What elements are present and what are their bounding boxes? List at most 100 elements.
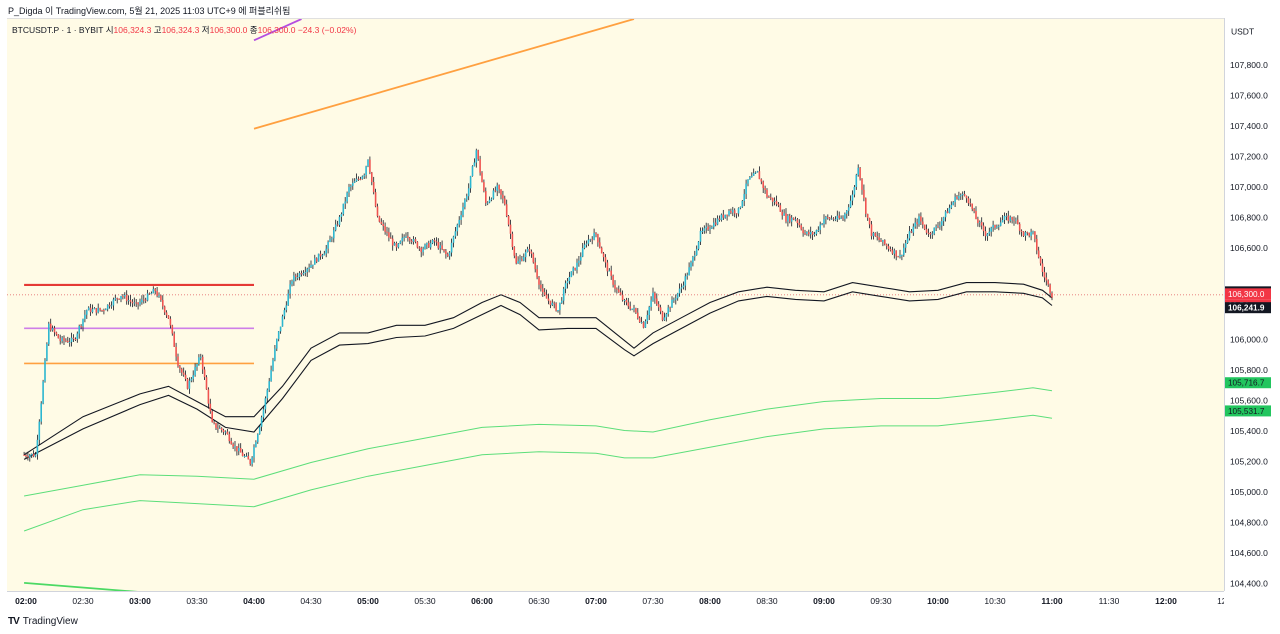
candle-body bbox=[853, 186, 856, 195]
brand-name: TradingView bbox=[22, 616, 78, 627]
candle-body bbox=[504, 198, 506, 205]
candle-body bbox=[190, 378, 193, 381]
candle-body bbox=[701, 230, 704, 232]
candle-body bbox=[388, 232, 390, 238]
candle-body bbox=[55, 332, 58, 335]
candle-body bbox=[726, 214, 728, 216]
candle-body bbox=[619, 292, 622, 295]
candle-body bbox=[982, 225, 985, 232]
candle-body bbox=[555, 303, 557, 311]
candle-body bbox=[255, 442, 257, 448]
y-tick-label: 104,800.0 bbox=[1230, 517, 1268, 527]
x-tick-label: 09:30 bbox=[870, 596, 892, 606]
y-tick-label: 107,800.0 bbox=[1230, 60, 1268, 70]
candles bbox=[23, 148, 1053, 467]
candle-body bbox=[783, 213, 785, 216]
candle-body bbox=[521, 259, 523, 261]
candle-body bbox=[181, 368, 183, 373]
candle-body bbox=[542, 288, 544, 293]
candle-body bbox=[169, 318, 172, 326]
candle-body bbox=[866, 213, 869, 219]
candle-body bbox=[426, 242, 428, 245]
candle-body bbox=[429, 243, 432, 248]
y-tick-label: 105,600.0 bbox=[1230, 396, 1268, 406]
candle-body bbox=[144, 299, 147, 301]
candle-body bbox=[137, 302, 139, 305]
candle-body bbox=[876, 236, 878, 238]
candle-body bbox=[205, 377, 208, 390]
candle-body bbox=[935, 226, 937, 228]
open-label: 시 bbox=[105, 25, 114, 35]
price-axis[interactable]: USDT 107,800.0 107,600.0 107,400.0 107,200.0… bbox=[1224, 18, 1280, 591]
candle-body bbox=[1020, 230, 1023, 232]
candle-body bbox=[675, 298, 677, 300]
candle-body bbox=[676, 293, 679, 299]
candle-body bbox=[1045, 277, 1048, 281]
candle-body bbox=[893, 250, 896, 254]
y-tick-label: 107,200.0 bbox=[1230, 152, 1268, 162]
time-axis[interactable]: 02:00 02:30 03:00 03:30 04:00 04:30 05:00 05:30… bbox=[7, 591, 1229, 610]
candle-body bbox=[374, 192, 377, 207]
candle-body bbox=[954, 196, 956, 203]
candle-body bbox=[737, 208, 740, 214]
candle-body bbox=[906, 238, 909, 244]
candle-body bbox=[152, 288, 155, 294]
candle-body bbox=[777, 204, 780, 206]
candle-body bbox=[82, 319, 84, 327]
candle-body bbox=[40, 403, 42, 422]
candle-body bbox=[1032, 231, 1034, 233]
candle-body bbox=[971, 203, 973, 210]
candle-body bbox=[505, 204, 508, 216]
candle-body bbox=[646, 315, 649, 322]
candle-body bbox=[380, 221, 383, 224]
candle-body bbox=[424, 244, 426, 249]
candle-body bbox=[469, 176, 472, 189]
x-tick-label: 05:30 bbox=[414, 596, 436, 606]
candle-body bbox=[386, 231, 388, 233]
y-tick-label: 106,600.0 bbox=[1230, 243, 1268, 253]
x-tick-label: 10:30 bbox=[984, 596, 1006, 606]
candle-body bbox=[699, 230, 702, 242]
candle-body bbox=[23, 454, 25, 456]
candle-body bbox=[678, 288, 681, 294]
candle-body bbox=[946, 211, 949, 214]
time-axis-labels: 02:00 02:30 03:00 03:30 04:00 04:30 05:00 05:30… bbox=[15, 596, 1229, 606]
candle-body bbox=[498, 185, 500, 190]
candle-body bbox=[196, 363, 198, 368]
candle-body bbox=[762, 181, 764, 189]
candle-body bbox=[728, 210, 730, 216]
candle-body bbox=[572, 267, 574, 272]
candle-body bbox=[732, 210, 734, 213]
candle-body bbox=[276, 339, 278, 349]
candle-body bbox=[29, 455, 31, 458]
candle-body bbox=[270, 370, 272, 382]
candle-body bbox=[694, 255, 696, 257]
candle-body bbox=[849, 200, 852, 208]
candle-body bbox=[994, 225, 996, 228]
x-tick-label: 07:30 bbox=[642, 596, 664, 606]
close-value: 106,300.0 bbox=[257, 25, 296, 35]
candle-body bbox=[874, 232, 877, 237]
candle-body bbox=[775, 200, 778, 205]
candle-body bbox=[407, 236, 409, 239]
candle-body bbox=[86, 310, 88, 315]
candle-body bbox=[910, 231, 913, 233]
candle-body bbox=[796, 219, 799, 224]
candle-body bbox=[741, 200, 744, 207]
candle-body bbox=[599, 242, 601, 248]
candle-body bbox=[295, 275, 297, 278]
candle-body bbox=[823, 219, 825, 224]
candle-body bbox=[912, 226, 915, 233]
candle-body bbox=[226, 431, 229, 435]
candle-body bbox=[281, 316, 284, 327]
x-tick-label: 05:00 bbox=[357, 596, 379, 606]
candle-body bbox=[131, 301, 134, 304]
candle-body bbox=[361, 176, 364, 179]
candle-body bbox=[998, 225, 1000, 227]
candle-body bbox=[492, 190, 495, 199]
candle-body bbox=[63, 337, 65, 341]
candle-body bbox=[165, 312, 168, 316]
candle-body bbox=[466, 196, 468, 200]
chart-plot-area[interactable] bbox=[7, 18, 1224, 601]
candle-body bbox=[838, 215, 840, 219]
